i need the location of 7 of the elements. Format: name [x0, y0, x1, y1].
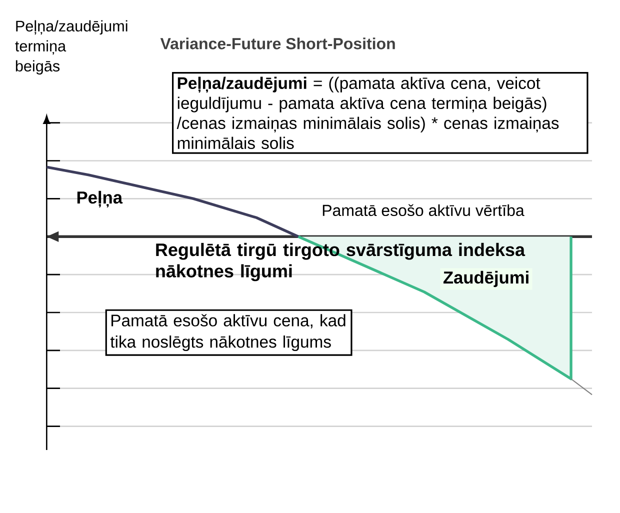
annotation: Peļņa — [77, 190, 123, 208]
text: Peļņa/zaudējumi termiņa beigās — [15, 20, 128, 74]
text: Peļņa/zaudējumi = ((pamata aktīva cena, veicot ieguldījumu - pamata aktīva cena termiņa beigās) /cenas izmaiņas minimālais solis) * cenas izmaiņas minimālais solis — [176, 76, 559, 149]
chart-title: Variance-Future Short-Position — [160, 37, 395, 50]
annotation: Pamatā esošo aktīvu cena, kad tika noslēgts nākotnes līgums — [110, 314, 346, 351]
x-axis-title: Pamatā esošo aktīvu vērtība — [322, 204, 524, 216]
annotation: Zaudējumi — [443, 270, 528, 287]
